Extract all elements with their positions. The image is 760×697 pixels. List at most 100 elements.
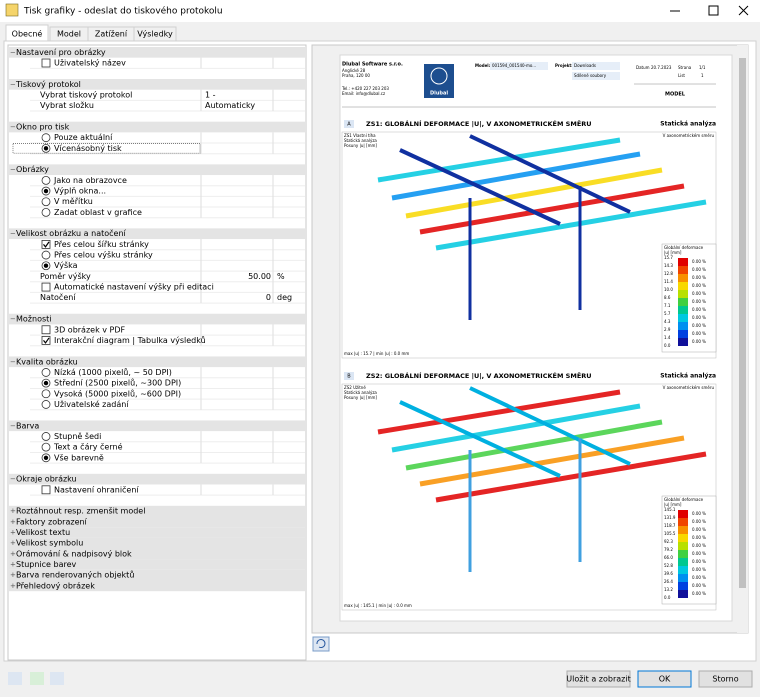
section-header[interactable] [9,121,305,133]
figure-title: ZS2: GLOBÁLNÍ DEFORMACE |U|, V AXONOMETR… [366,371,592,381]
section-title: Okraje obrázku [16,475,77,484]
legend-percent: 0.00 % [692,591,706,596]
radio[interactable] [41,197,51,207]
radio[interactable] [41,368,51,377]
button[interactable] [637,670,692,688]
legend-value: 10.0 [664,287,673,292]
section-title: Obrázky [16,165,49,174]
figure-info: ZS1 Vlastní tíha [344,133,376,138]
section-header[interactable] [9,228,305,240]
radio[interactable] [41,250,51,260]
tool-button[interactable] [50,672,64,685]
button-label: OK [659,675,671,684]
section-header[interactable] [9,420,305,432]
section-header[interactable] [9,505,305,517]
setting-label: V měřítku [54,197,93,206]
legend-percent: 0.00 % [692,519,706,524]
section-header[interactable] [9,580,305,592]
project-label: Projekt: [555,63,573,68]
beam [377,137,621,183]
legend-value: 52.8 [664,563,673,568]
button[interactable] [698,670,753,688]
legend-value: 7.1 [664,303,671,308]
radio[interactable] [41,432,51,441]
section-header[interactable] [9,313,305,325]
checkbox[interactable] [41,58,51,68]
scroll-thumb[interactable] [739,58,746,588]
radio[interactable] [41,400,51,409]
tool-button[interactable] [30,672,44,685]
section-title: Kvalita obrázku [16,357,78,366]
radio[interactable] [41,207,51,217]
legend-swatch [678,338,688,346]
figure-info: Posuny |u| [mm] [344,395,377,400]
section-header[interactable] [9,47,305,58]
radio-dot [43,455,49,460]
section-title: Barva [16,421,39,430]
legend-percent: 0.00 % [692,315,706,320]
setting-value[interactable]: 1 - [205,91,216,100]
section-header[interactable] [9,569,305,581]
setting-unit: % [277,272,285,281]
legend-value: 118.7 [664,523,676,528]
expander: − [10,422,16,430]
section-header[interactable] [9,356,305,368]
expander: − [10,230,16,238]
radio[interactable] [41,175,51,185]
checkbox[interactable] [41,282,51,292]
radio[interactable] [41,133,51,143]
checkbox[interactable] [41,485,51,495]
section-header[interactable] [9,164,305,176]
section-label: MODEL [665,92,686,98]
button[interactable] [566,670,631,688]
section-header[interactable] [9,548,305,560]
title-bar [0,0,760,22]
radio[interactable] [41,442,51,452]
section-header[interactable] [9,559,305,570]
setting-value[interactable]: 50.00 [248,272,271,281]
setting-label: Uživatelské zadání [54,399,129,409]
close[interactable] [738,5,749,16]
legend-value: 14.3 [664,263,673,268]
legend-percent: 0.00 % [692,511,706,516]
setting-label: Přes celou výšku stránky [54,250,153,260]
setting-label: Jako na obrazovce [53,176,127,185]
figure-info: Statická analýza [344,138,377,143]
maximize[interactable] [708,5,719,16]
radio[interactable] [41,389,51,399]
section-header[interactable] [9,527,305,538]
section-title: Okno pro tisk [16,123,70,132]
tool-button[interactable] [8,672,22,685]
section-header[interactable] [9,79,305,90]
checkbox[interactable] [41,239,51,249]
setting-value[interactable]: 0 [266,293,271,302]
legend-title: Globální deformace [664,245,704,250]
legend-swatch [678,282,688,290]
refresh-button[interactable] [312,636,330,652]
address: Anglické 28 [342,68,366,73]
checkbox[interactable] [41,325,51,335]
section-header[interactable] [9,473,305,485]
setting-label: Přes celou šířku stránky [54,239,149,249]
legend-swatch [678,526,688,534]
setting-value[interactable]: Automaticky [205,101,255,110]
legend-swatch [678,510,688,518]
button-label: Uložit a zobrazit [566,675,630,684]
expander: + [10,582,16,590]
legend-swatch [678,518,688,526]
figure-view: V axonometrickém směru [663,385,715,390]
tab-label: Zatížení [95,30,128,39]
beam [377,389,621,435]
setting-label: Zadat oblast v grafice [54,208,142,217]
legend-percent: 0.00 % [692,259,706,264]
field [572,72,620,80]
page-header: Dlubal Software s.r.o. Anglické 28 Praha… [341,62,716,108]
setting-label: Automatické nastavení výšky při editaci [54,282,214,292]
model-label: Model: [475,63,491,68]
company: Dlubal Software s.r.o. [342,62,403,68]
checkbox[interactable] [41,336,51,345]
beam [435,451,707,503]
section-header[interactable] [9,516,305,528]
section-title: Přehledový obrázek [16,581,95,590]
section-header[interactable] [9,537,305,549]
